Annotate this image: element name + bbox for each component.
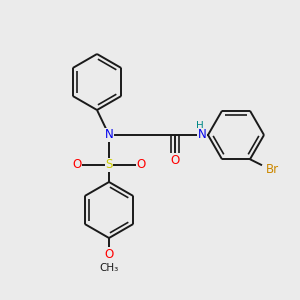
- Text: Br: Br: [266, 163, 279, 176]
- Text: CH₃: CH₃: [99, 263, 119, 273]
- Text: N: N: [198, 128, 206, 142]
- Text: O: O: [136, 158, 146, 172]
- Text: O: O: [170, 154, 180, 166]
- Text: O: O: [72, 158, 82, 172]
- Text: O: O: [104, 248, 114, 260]
- Text: S: S: [105, 158, 113, 172]
- Text: H: H: [196, 121, 204, 131]
- Text: N: N: [105, 128, 113, 142]
